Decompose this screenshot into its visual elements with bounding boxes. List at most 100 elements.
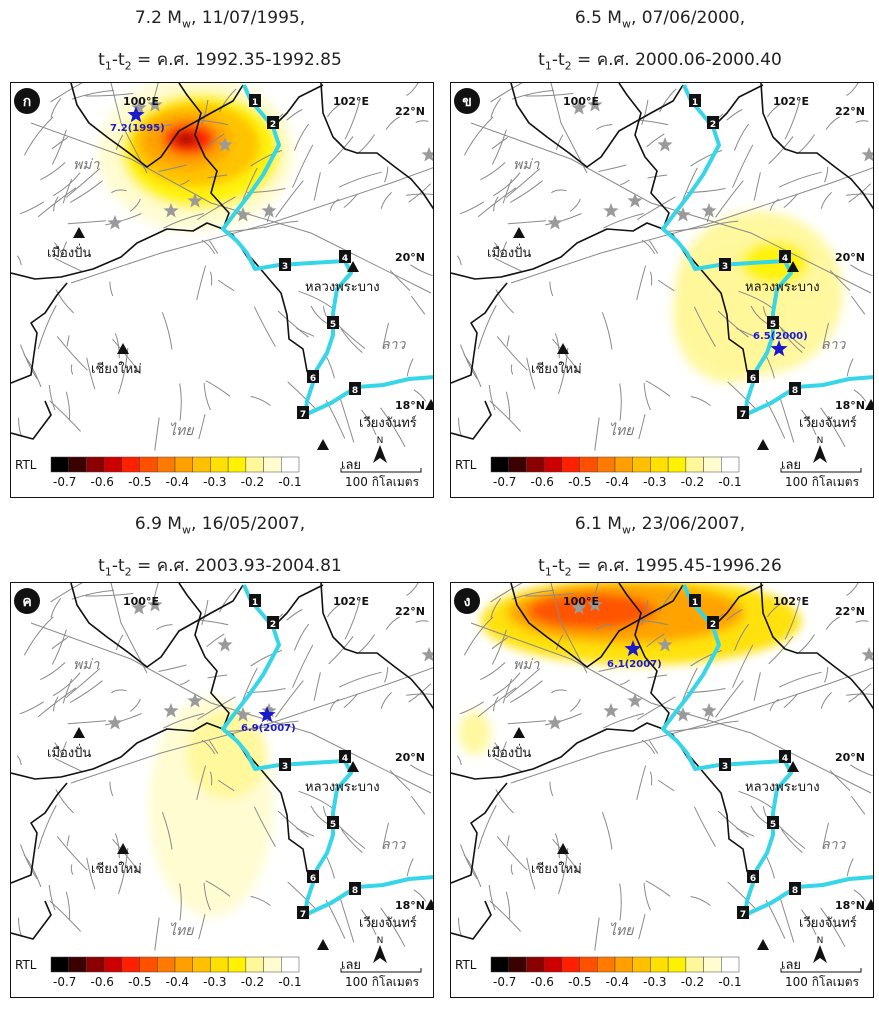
station-label: 4 <box>782 254 788 264</box>
fault-line <box>180 679 190 685</box>
epicenter-star <box>261 703 277 718</box>
mekong-river <box>221 584 433 917</box>
legend-swatch <box>526 956 545 973</box>
city-marker <box>557 843 569 854</box>
epicenter-star <box>107 715 123 730</box>
legend-swatch <box>703 456 722 473</box>
border-line <box>510 583 684 668</box>
city-label-vientiane: เวียงจันทร์ <box>359 415 417 431</box>
fault-line <box>180 179 190 185</box>
fault-line <box>820 407 846 448</box>
epicenter-star <box>675 207 691 222</box>
lat-label-20: 20°N <box>395 251 425 264</box>
fault-line <box>648 740 659 754</box>
station-box <box>279 758 291 771</box>
fault-line <box>784 599 801 640</box>
station-label: 5 <box>770 320 776 330</box>
fault-line <box>846 358 854 377</box>
fault-line <box>641 239 656 255</box>
fault-line <box>313 672 321 701</box>
fault-line <box>340 328 363 353</box>
panel-id-label: ก <box>23 94 31 110</box>
country-label-myanmar: พม่า <box>513 157 540 173</box>
station-box <box>339 750 351 763</box>
legend-label: RTL <box>455 958 477 972</box>
fault-line <box>511 89 554 100</box>
station-label: 6 <box>310 374 316 384</box>
north-arrow-icon <box>813 945 827 963</box>
fault-line <box>620 679 630 685</box>
station-label: 6 <box>750 874 756 884</box>
fault-line <box>66 335 70 347</box>
legend-swatch <box>721 456 740 473</box>
fault-line <box>336 323 366 349</box>
legend-tick: -0.5 <box>128 975 151 989</box>
fault-line <box>820 692 832 709</box>
legend-swatch <box>614 956 633 973</box>
fault-line <box>50 598 62 618</box>
station-label: 5 <box>330 320 336 330</box>
fault-line <box>649 771 653 786</box>
fault-line <box>156 124 173 130</box>
station-box <box>249 94 261 107</box>
epicenter-star <box>235 707 251 722</box>
fault-line <box>738 290 775 310</box>
fault-line <box>152 83 159 105</box>
rtl-anomaly <box>98 83 294 231</box>
fault-line <box>329 198 340 211</box>
epicenter-star <box>421 647 433 662</box>
map-svg: 1 2 3 4 5 6 7 8 เมืองปั่นเชียงใหม่ หลวงพระบางเวีย… <box>11 583 433 989</box>
fault-line <box>526 357 536 390</box>
fault-line <box>385 116 400 130</box>
border-line <box>11 282 68 440</box>
legend-tick: -0.3 <box>643 475 666 489</box>
map-panel-d: 1 2 3 4 5 6 7 8 เมืองปั่น เชียงใหม่ หลวงพระบาง เวีย… <box>450 582 874 998</box>
fault-line <box>294 623 310 651</box>
fault-line <box>54 742 63 755</box>
legend-swatch <box>650 456 669 473</box>
legend-swatch <box>86 456 105 473</box>
fault-line <box>292 144 314 188</box>
fault-line <box>594 917 600 951</box>
city-marker <box>117 343 129 354</box>
station-box <box>737 906 749 919</box>
fault-line <box>110 83 148 174</box>
fault-line <box>726 109 743 121</box>
fault-line <box>52 672 81 697</box>
legend-tick: -0.3 <box>643 975 666 989</box>
fault-line <box>592 83 599 105</box>
panel-id-badge <box>14 588 40 614</box>
station-label: 3 <box>282 262 288 272</box>
fault-line <box>203 882 211 911</box>
fault-line <box>406 358 414 377</box>
fault-line <box>549 781 554 797</box>
fault-line <box>253 306 276 347</box>
fault-line <box>67 220 106 225</box>
fault-line <box>344 599 361 640</box>
fault-line <box>601 812 613 850</box>
fault-line <box>550 583 588 674</box>
legend-tick: -0.2 <box>681 475 704 489</box>
fault-line <box>52 172 81 197</box>
legend-swatch <box>281 456 300 473</box>
fault-line <box>526 857 536 890</box>
fault-line <box>219 88 237 113</box>
fault-line <box>23 854 42 888</box>
legend-tick: -0.3 <box>203 475 226 489</box>
main-quake-label: 6.5(2000) <box>753 331 808 342</box>
fault-line <box>50 583 83 603</box>
fault-line <box>505 391 511 421</box>
fault-line <box>797 634 815 655</box>
legend-tick: -0.7 <box>53 475 76 489</box>
country-label-myanmar: พม่า <box>513 657 540 673</box>
country-label-laos: ลาว <box>821 337 846 353</box>
fault-line <box>217 279 235 292</box>
fault-line <box>70 364 74 375</box>
fault-line <box>410 795 426 815</box>
lat-label-22: 22°N <box>835 105 865 118</box>
north-label: N <box>377 936 384 946</box>
fault-line <box>551 189 567 194</box>
legend-tick: -0.6 <box>91 975 114 989</box>
fault-line <box>357 634 375 655</box>
legend-swatch <box>490 956 509 973</box>
